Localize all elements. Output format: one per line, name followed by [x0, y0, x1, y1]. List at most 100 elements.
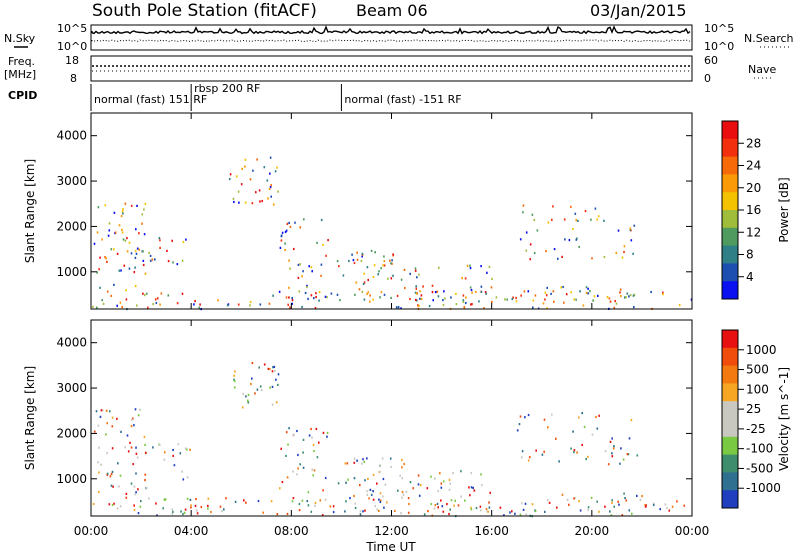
range-gate-cell [596, 500, 598, 503]
range-gate-cell [391, 262, 393, 265]
range-gate-cell [326, 435, 328, 438]
range-gate-cell [553, 300, 555, 303]
range-gate-cell [237, 303, 240, 306]
range-gate-cell [267, 367, 270, 370]
range-gate-cell [267, 197, 269, 200]
range-gate-cell [353, 477, 356, 480]
range-gate-cell [591, 433, 594, 436]
range-gate-cell [464, 499, 466, 502]
range-gate-cell [247, 399, 249, 402]
range-gate-cell [307, 504, 310, 507]
range-gate-cell [372, 498, 375, 501]
range-gate-cell [480, 285, 483, 288]
range-gate-cell [141, 213, 144, 216]
range-gate-cell [553, 248, 556, 251]
range-gate-cell [560, 286, 562, 289]
colorbar-swatch [722, 330, 738, 349]
range-gate-cell [301, 305, 303, 309]
range-gate-cell [450, 499, 453, 502]
range-gate-cell [584, 210, 587, 213]
range-gate-cell [281, 480, 284, 484]
range-gate-cell [506, 298, 508, 301]
range-gate-cell [541, 453, 544, 456]
range-gate-cell [137, 512, 140, 515]
colorbar-swatch [722, 138, 738, 158]
range-gate-cell [136, 456, 139, 459]
range-gate-cell [653, 502, 655, 505]
range-gate-cell [349, 497, 351, 500]
range-gate-cell [148, 497, 150, 500]
range-gate-cell [563, 301, 565, 304]
range-gate-cell [241, 406, 244, 409]
range-gate-cell [443, 290, 445, 293]
range-gate-cell [442, 510, 445, 513]
range-gate-cell [235, 175, 238, 178]
range-gate-cell [159, 303, 161, 306]
range-gate-cell [179, 452, 182, 455]
range-gate-cell [378, 498, 380, 501]
range-gate-cell [392, 253, 394, 256]
range-gate-cell [475, 506, 478, 510]
range-gate-cell [307, 297, 309, 300]
range-gate-cell [133, 485, 136, 488]
colorbar-tick-label: -25 [746, 422, 766, 436]
range-gate-cell [367, 291, 370, 294]
range-gate-cell [483, 307, 485, 310]
range-gate-cell [414, 269, 417, 272]
range-gate-cell [166, 249, 168, 252]
range-gate-cell [99, 256, 101, 259]
range-gate-cell [511, 297, 514, 301]
colorbar-swatch [722, 383, 738, 402]
range-gate-cell [104, 204, 107, 207]
range-gate-cell [286, 222, 289, 225]
colorbar-swatch [722, 121, 738, 140]
range-gate-cell [353, 457, 356, 460]
range-gate-cell [461, 277, 463, 280]
colorbar-swatch [722, 347, 738, 367]
range-gate-cell [311, 436, 313, 439]
range-gate-cell [470, 508, 473, 511]
range-gate-cell [397, 489, 399, 492]
range-gate-cell [342, 274, 345, 277]
colorbar-swatch [722, 263, 738, 282]
range-gate-cell [190, 506, 192, 509]
range-gate-cell [448, 478, 451, 481]
range-gate-cell [134, 408, 137, 411]
range-gate-cell [98, 471, 100, 474]
range-gate-cell [158, 237, 161, 240]
range-gate-cell [511, 510, 513, 513]
range-gate-cell [223, 508, 225, 511]
range-gate-cell [279, 246, 282, 249]
range-gate-cell [448, 512, 450, 516]
range-gate-cell [356, 251, 358, 254]
colorbar-swatch [722, 419, 738, 438]
range-gate-cell [316, 456, 319, 459]
range-gate-cell [270, 184, 272, 187]
range-gate-cell [151, 258, 154, 261]
range-gate-cell [369, 294, 371, 297]
range-gate-cell [609, 510, 611, 513]
range-gate-cell [111, 416, 114, 419]
range-gate-cell [101, 238, 103, 241]
range-gate-cell [242, 392, 245, 395]
range-gate-cell [575, 219, 577, 222]
range-gate-cell [97, 461, 99, 464]
range-gate-cell [573, 298, 575, 301]
range-gate-cell [387, 277, 389, 280]
range-gate-cell [363, 460, 366, 463]
range-gate-cell [140, 500, 142, 503]
range-gate-cell [556, 506, 558, 509]
range-gate-cell [315, 292, 317, 295]
range-gate-cell [419, 290, 421, 293]
range-gate-cell [148, 251, 150, 254]
range-gate-cell [186, 448, 188, 451]
range-gate-cell [389, 457, 392, 460]
range-gate-cell [491, 277, 493, 280]
range-gate-cell [233, 200, 235, 204]
range-gate-cell [394, 509, 396, 512]
range-gate-cell [615, 302, 618, 305]
range-gate-cell [250, 382, 252, 386]
range-gate-cell [240, 183, 243, 186]
range-gate-cell [391, 259, 393, 262]
range-gate-cell [251, 202, 254, 205]
